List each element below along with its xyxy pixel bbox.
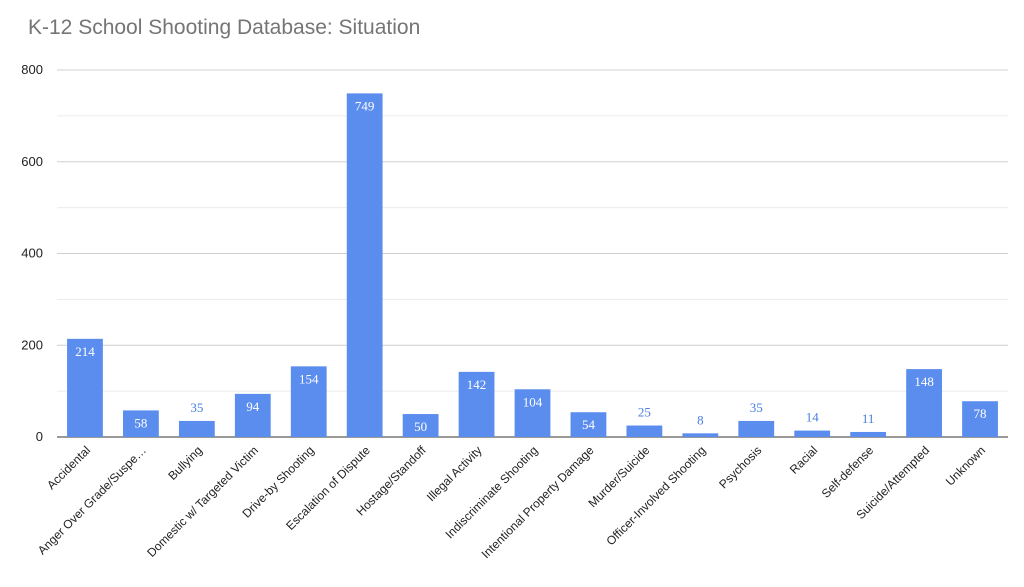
data-label: 148 <box>914 374 934 389</box>
gridlines <box>57 69 1008 438</box>
y-tick-label: 400 <box>21 246 43 261</box>
x-tick-label: Accidental <box>44 443 93 492</box>
y-tick-label: 200 <box>21 337 43 352</box>
x-tick-label: Intentional Property Damage <box>479 443 597 561</box>
bar <box>738 420 775 437</box>
y-tick-label: 0 <box>36 429 43 444</box>
data-label: 35 <box>750 400 763 415</box>
data-label: 58 <box>134 415 147 430</box>
data-label: 35 <box>190 400 203 415</box>
data-label: 25 <box>638 405 651 420</box>
bar <box>67 338 103 437</box>
bar <box>178 420 215 437</box>
bar <box>123 410 159 437</box>
bar <box>794 430 831 437</box>
data-label: 154 <box>299 371 319 386</box>
bar <box>458 371 495 437</box>
x-tick-label: Bullying <box>165 443 205 483</box>
data-label: 11 <box>862 411 875 426</box>
bar <box>346 93 383 438</box>
bar <box>906 369 942 437</box>
x-tick-label: Illegal Activity <box>424 443 485 504</box>
data-label: 749 <box>355 98 375 113</box>
x-tick-label: Domestic w/ Targeted Victim <box>144 443 261 560</box>
y-tick-label: 800 <box>21 62 43 77</box>
data-label: 8 <box>697 412 704 427</box>
x-tick-label: Indiscriminate Shooting <box>443 443 541 541</box>
data-label: 214 <box>75 344 95 359</box>
data-label: 104 <box>523 394 543 409</box>
data-label: 54 <box>582 417 596 432</box>
data-label: 78 <box>974 406 987 421</box>
bar <box>626 425 663 437</box>
data-label: 142 <box>467 377 487 392</box>
bar <box>682 433 719 437</box>
x-tick-label: Psychosis <box>716 443 764 491</box>
x-tick-label: Self-defense <box>819 443 877 501</box>
x-tick-label: Racial <box>787 443 820 476</box>
data-label: 94 <box>246 399 260 414</box>
bar <box>234 393 271 437</box>
bars: 214 58 35 94 154 749 50 142 104 54 25 8 35 14 11 148 78 <box>67 93 998 438</box>
data-label: 50 <box>414 419 427 434</box>
bar <box>570 412 607 437</box>
y-axis: 0 200 400 600 800 <box>21 62 43 444</box>
x-tick-label: Anger Over Grade/Suspe… <box>35 443 149 557</box>
x-tick-label: Officer-Involved Shooting <box>603 443 708 548</box>
bar <box>850 431 887 437</box>
data-label: 14 <box>806 410 820 425</box>
bar <box>962 401 998 437</box>
chart-title: K-12 School Shooting Database: Situation <box>28 16 421 39</box>
y-tick-label: 600 <box>21 154 43 169</box>
x-tick-label: Unknown <box>943 443 988 488</box>
bar <box>290 366 327 437</box>
bar <box>402 414 439 437</box>
bar <box>514 389 551 437</box>
